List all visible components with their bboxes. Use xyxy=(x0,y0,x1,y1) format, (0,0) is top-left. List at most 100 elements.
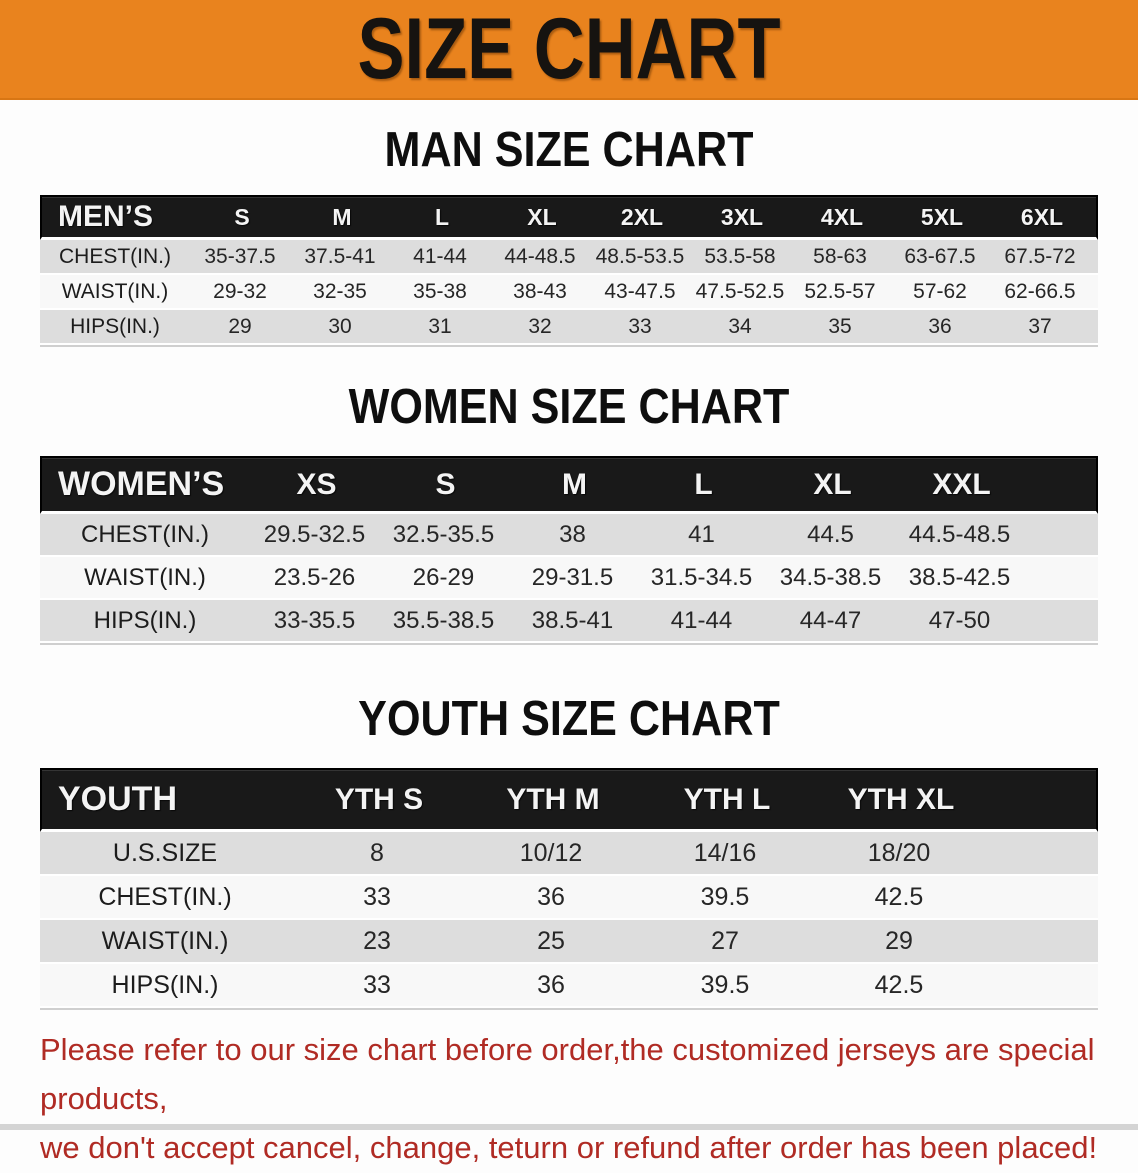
youth-table-header-row: YOUTH YTH S YTH M YTH L YTH XL xyxy=(40,768,1098,832)
youth-size-cell: 36 xyxy=(537,970,565,999)
men-size-cell: 36 xyxy=(928,314,952,338)
men-size-cell: 30 xyxy=(328,314,352,338)
women-size-cell: 23.5-26 xyxy=(273,563,356,591)
banner: SIZE CHART xyxy=(0,0,1138,100)
women-row-label: HIPS(IN.) xyxy=(93,606,197,634)
men-size-table: MEN’S S M L XL 2XL 3XL 4XL 5XL 6XL CHEST(IN.) 35-37… xyxy=(40,195,1098,347)
women-size-cell: 38 xyxy=(559,520,586,548)
disclaimer-line-2: we don't accept cancel, change, teturn o… xyxy=(40,1129,1098,1165)
men-column-header: 3XL xyxy=(720,203,764,230)
women-size-cell: 35.5-38.5 xyxy=(392,606,495,634)
women-column-header: L xyxy=(694,467,713,501)
youth-row-label: U.S.SIZE xyxy=(112,838,218,867)
youth-size-cell: 23 xyxy=(363,926,391,955)
men-size-cell: 35 xyxy=(828,314,852,338)
women-size-cell: 31.5-34.5 xyxy=(650,563,753,591)
disclaimer-text: Please refer to our size chart before or… xyxy=(40,1026,1118,1173)
men-size-cell: 47.5-52.5 xyxy=(695,279,785,303)
men-row-label: HIPS(IN.) xyxy=(70,314,160,338)
men-size-cell: 44-48.5 xyxy=(504,244,576,268)
women-column-header: XS xyxy=(296,467,337,501)
men-column-header: 2XL xyxy=(620,203,664,230)
women-section-heading: WOMEN SIZE CHART xyxy=(348,380,790,434)
youth-table-row: CHEST(IN.) 33 36 39.5 42.5 xyxy=(40,876,1098,920)
page-title: SIZE CHART xyxy=(357,1,781,97)
youth-size-cell: 27 xyxy=(711,926,739,955)
women-table-row: WAIST(IN.) 23.5-26 26-29 29-31.5 31.5-34.5 34… xyxy=(40,557,1098,600)
women-column-header: S xyxy=(435,467,456,501)
men-size-cell: 38-43 xyxy=(513,279,567,303)
men-size-cell: 48.5-53.5 xyxy=(595,244,685,268)
bottom-edge-strip xyxy=(0,1124,1138,1130)
youth-column-header: YTH M xyxy=(506,782,600,816)
men-header-label: MEN’S xyxy=(58,200,154,233)
men-size-cell: 63-67.5 xyxy=(904,244,976,268)
men-column-header: 4XL xyxy=(820,203,864,230)
women-size-cell: 34.5-38.5 xyxy=(779,563,882,591)
men-size-cell: 37 xyxy=(1028,314,1052,338)
women-row-label: CHEST(IN.) xyxy=(81,520,209,548)
youth-row-label: HIPS(IN.) xyxy=(111,970,219,999)
men-size-cell: 31 xyxy=(428,314,452,338)
women-size-cell: 29.5-32.5 xyxy=(263,520,366,548)
women-size-cell: 26-29 xyxy=(412,563,475,591)
youth-section-heading: YOUTH SIZE CHART xyxy=(358,692,780,746)
men-row-label: CHEST(IN.) xyxy=(59,244,171,268)
women-column-header: XL xyxy=(813,467,852,501)
youth-size-cell: 33 xyxy=(363,970,391,999)
youth-table-row: U.S.SIZE 8 10/12 14/16 18/20 xyxy=(40,832,1098,876)
youth-size-cell: 39.5 xyxy=(700,970,750,999)
women-size-cell: 38.5-41 xyxy=(531,606,614,634)
men-size-cell: 35-37.5 xyxy=(204,244,276,268)
youth-size-cell: 42.5 xyxy=(874,970,924,999)
women-table-header-row: WOMEN’S XS S M L XL XXL xyxy=(40,456,1098,514)
men-size-cell: 62-66.5 xyxy=(1004,279,1076,303)
youth-size-cell: 39.5 xyxy=(700,882,750,911)
youth-size-cell: 42.5 xyxy=(874,882,924,911)
youth-table-row: WAIST(IN.) 23 25 27 29 xyxy=(40,920,1098,964)
youth-size-cell: 25 xyxy=(537,926,565,955)
women-column-header: M xyxy=(562,467,587,501)
men-size-cell: 33 xyxy=(628,314,652,338)
men-size-cell: 41-44 xyxy=(413,244,467,268)
youth-size-cell: 36 xyxy=(537,882,565,911)
men-size-cell: 32 xyxy=(528,314,552,338)
women-row-label: WAIST(IN.) xyxy=(84,563,206,591)
youth-size-table: YOUTH YTH S YTH M YTH L YTH XL U.S.SIZE 8 10/12… xyxy=(40,768,1098,1010)
men-size-cell: 37.5-41 xyxy=(304,244,376,268)
men-size-cell: 34 xyxy=(728,314,752,338)
women-size-cell: 32.5-35.5 xyxy=(392,520,495,548)
men-table-row: CHEST(IN.) 35-37.5 37.5-41 41-44 44-48.5 48.5… xyxy=(40,240,1098,275)
women-size-cell: 41-44 xyxy=(670,606,733,634)
women-column-header: XXL xyxy=(932,467,991,501)
men-row-label: WAIST(IN.) xyxy=(61,279,169,303)
men-size-cell: 57-62 xyxy=(913,279,967,303)
youth-size-cell: 33 xyxy=(363,882,391,911)
men-column-header: L xyxy=(434,203,450,230)
men-size-cell: 53.5-58 xyxy=(704,244,776,268)
men-column-header: 6XL xyxy=(1020,203,1064,230)
youth-size-cell: 14/16 xyxy=(693,838,757,867)
women-size-cell: 44-47 xyxy=(799,606,862,634)
youth-size-cell: 29 xyxy=(885,926,913,955)
men-table-header-row: MEN’S S M L XL 2XL 3XL 4XL 5XL 6XL xyxy=(40,195,1098,240)
men-table-row: WAIST(IN.) 29-32 32-35 35-38 38-43 43-47.5 47.… xyxy=(40,275,1098,310)
women-size-cell: 44.5-48.5 xyxy=(908,520,1011,548)
women-table-row: CHEST(IN.) 29.5-32.5 32.5-35.5 38 41 44.5 44.5… xyxy=(40,514,1098,557)
men-size-cell: 29-32 xyxy=(213,279,267,303)
men-column-header: XL xyxy=(527,203,557,230)
women-size-cell: 41 xyxy=(688,520,715,548)
men-size-cell: 52.5-57 xyxy=(804,279,876,303)
men-section-heading: MAN SIZE CHART xyxy=(384,123,754,177)
men-size-cell: 58-63 xyxy=(813,244,867,268)
men-size-cell: 35-38 xyxy=(413,279,467,303)
women-size-cell: 29-31.5 xyxy=(531,563,614,591)
youth-column-header: YTH XL xyxy=(847,782,955,816)
youth-row-label: WAIST(IN.) xyxy=(101,926,229,955)
men-size-cell: 43-47.5 xyxy=(604,279,676,303)
women-size-cell: 47-50 xyxy=(928,606,991,634)
men-size-cell: 29 xyxy=(228,314,252,338)
youth-section: YOUTH SIZE CHART YOUTH YTH S YTH M YTH L YTH… xyxy=(0,695,1138,1010)
men-column-header: S xyxy=(234,203,250,230)
women-size-table: WOMEN’S XS S M L XL XXL CHEST(IN.) 29.5-32.5 32.5… xyxy=(40,456,1098,645)
